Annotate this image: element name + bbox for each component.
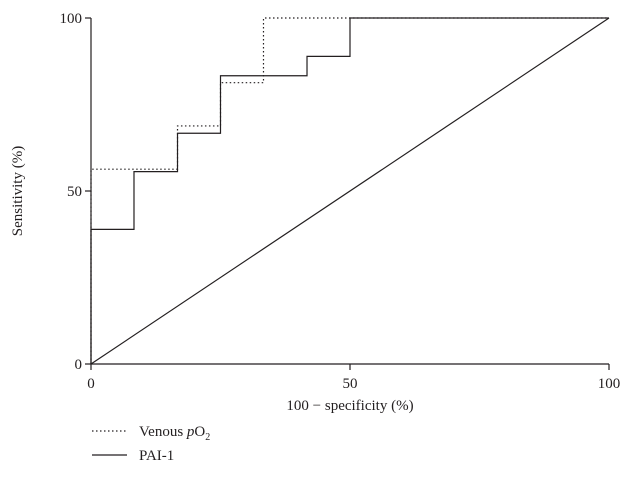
y-tick-label: 50 bbox=[67, 184, 82, 200]
legend: Venous pO2 PAI-1 bbox=[92, 424, 210, 464]
series-line-venous-po2 bbox=[90, 17, 609, 364]
x-tick-label: 100 bbox=[598, 376, 621, 392]
x-tick-label: 0 bbox=[87, 376, 95, 392]
legend-label-venous-italic: p bbox=[186, 424, 195, 440]
y-tick-label: 0 bbox=[75, 357, 83, 373]
series-line-pai-1 bbox=[90, 17, 609, 364]
y-tick-label: 100 bbox=[60, 11, 83, 27]
ticks: 0 50 100 0 50 100 bbox=[60, 11, 621, 392]
legend-label-venous-sub: 2 bbox=[205, 432, 210, 443]
reference-diagonal-line bbox=[90, 17, 610, 365]
y-axis-title: Sensitivity (%) bbox=[10, 146, 26, 236]
plot-area bbox=[90, 17, 610, 365]
legend-label-venous-prefix: Venous bbox=[139, 424, 187, 440]
legend-label-venous-po2: Venous pO2 bbox=[139, 424, 210, 443]
x-axis-title: 100 − specificity (%) bbox=[286, 398, 413, 414]
x-tick-label: 50 bbox=[343, 376, 358, 392]
legend-label-pai-1: PAI-1 bbox=[139, 448, 174, 464]
legend-label-venous-main: O bbox=[194, 424, 205, 440]
